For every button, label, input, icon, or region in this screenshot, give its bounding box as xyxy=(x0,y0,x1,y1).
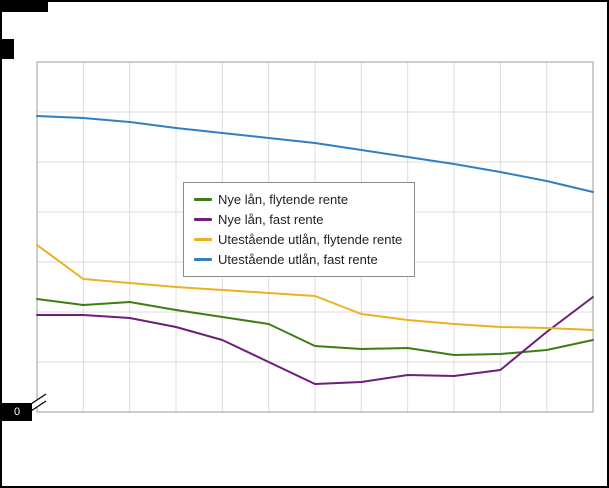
legend-line-swatch xyxy=(194,258,212,261)
series-line-0 xyxy=(36,298,594,356)
legend-line-swatch xyxy=(194,238,212,241)
legend-item-label: Nye lån, flytende rente xyxy=(218,192,349,207)
plot-border xyxy=(36,61,594,413)
legend-item-nye-lan-fast-rente[interactable]: Nye lån, fast rente xyxy=(194,210,402,229)
axis-break-gap xyxy=(28,394,46,413)
legend-item-nye-lan-flytende-rente[interactable]: Nye lån, flytende rente xyxy=(194,190,402,209)
y-axis-zero-label: 0 xyxy=(2,403,32,421)
legend-item-utestaende-utlan-fast-rente[interactable]: Utestående utlån, fast rente xyxy=(194,250,402,269)
redacted-title-block xyxy=(2,2,48,12)
legend-item-label: Utestående utlån, fast rente xyxy=(218,252,378,267)
series-line-2 xyxy=(36,244,594,331)
legend: Nye lån, flytende rente Nye lån, fast re… xyxy=(183,182,416,277)
legend-item-label: Nye lån, fast rente xyxy=(218,212,324,227)
series-line-1 xyxy=(36,296,594,385)
legend-line-swatch xyxy=(194,218,212,221)
legend-item-utestaende-utlan-flytende-rente[interactable]: Utestående utlån, flytende rente xyxy=(194,230,402,249)
redacted-y-axis-unit-block xyxy=(2,39,14,59)
legend-line-swatch xyxy=(194,198,212,201)
legend-item-label: Utestående utlån, flytende rente xyxy=(218,232,403,247)
series-line-3 xyxy=(36,115,594,193)
